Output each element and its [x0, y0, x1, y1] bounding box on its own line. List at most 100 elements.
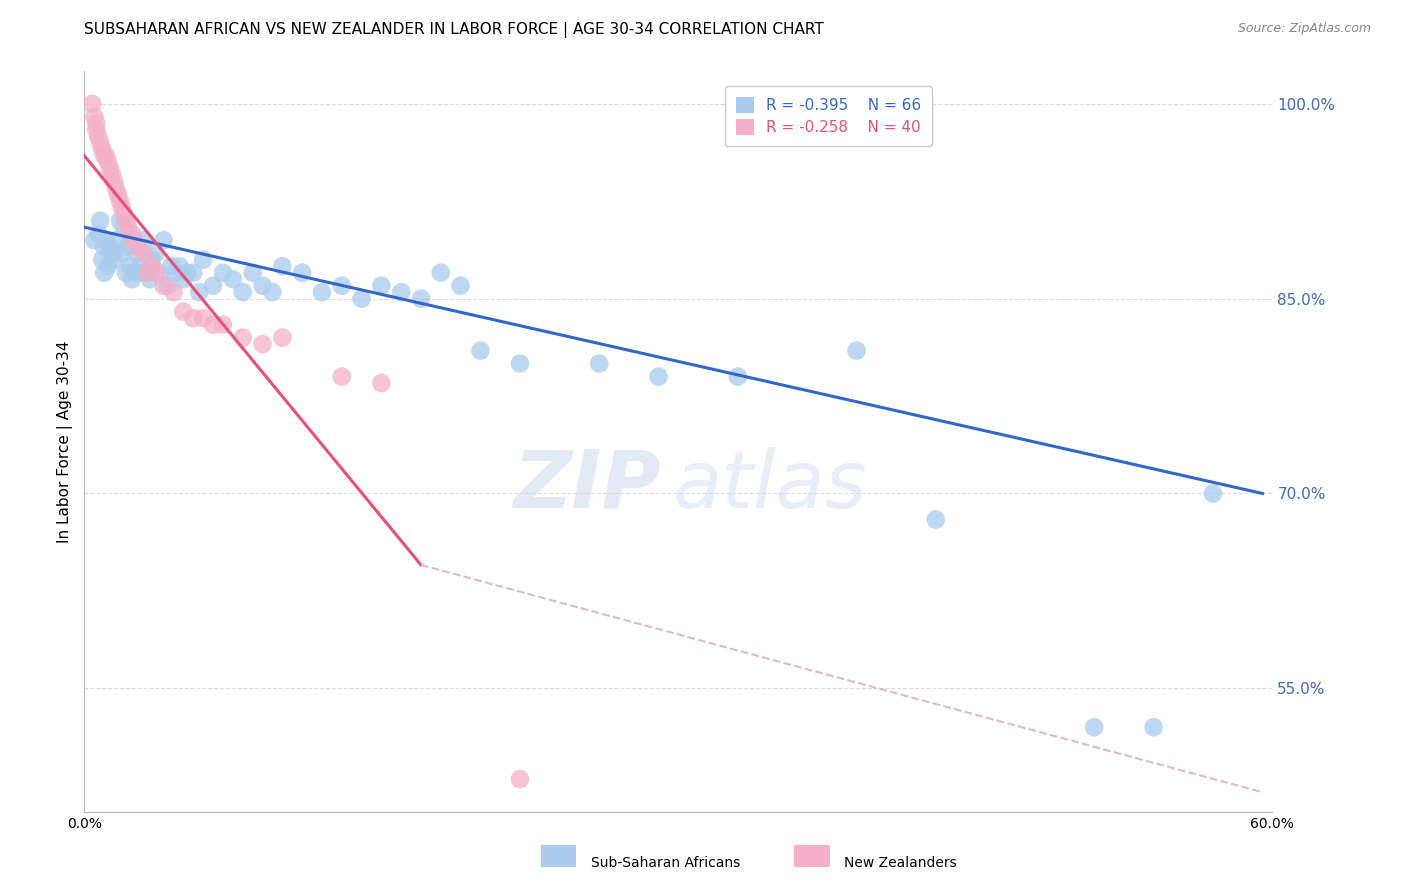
- Point: [232, 285, 254, 300]
- Point: [389, 285, 412, 300]
- Point: [101, 168, 124, 182]
- Point: [191, 311, 215, 326]
- Point: [222, 272, 245, 286]
- Point: [111, 246, 134, 260]
- Point: [132, 233, 155, 247]
- Point: [291, 266, 314, 280]
- Point: [111, 201, 134, 215]
- Point: [89, 136, 111, 150]
- Point: [101, 246, 124, 260]
- Point: [845, 343, 868, 358]
- Point: [108, 213, 131, 227]
- Point: [647, 369, 669, 384]
- Point: [202, 318, 225, 332]
- Point: [271, 259, 294, 273]
- Point: [94, 233, 117, 247]
- Point: [107, 187, 129, 202]
- Point: [122, 233, 145, 247]
- Point: [87, 227, 110, 241]
- Point: [470, 343, 492, 358]
- Point: [149, 266, 172, 280]
- Y-axis label: In Labor Force | Age 30-34: In Labor Force | Age 30-34: [58, 340, 73, 543]
- Point: [152, 233, 174, 247]
- Point: [588, 357, 610, 371]
- Point: [156, 278, 179, 293]
- Point: [83, 233, 105, 247]
- Point: [127, 246, 149, 260]
- Point: [141, 259, 163, 273]
- Point: [509, 772, 531, 787]
- Point: [252, 278, 274, 293]
- Point: [132, 246, 155, 260]
- Point: [202, 278, 225, 293]
- Point: [112, 220, 135, 235]
- Point: [212, 266, 235, 280]
- Point: [145, 266, 167, 280]
- Point: [242, 266, 264, 280]
- Point: [925, 512, 948, 526]
- Point: [152, 278, 174, 293]
- Legend: R = -0.395    N = 66, R = -0.258    N = 40: R = -0.395 N = 66, R = -0.258 N = 40: [725, 87, 932, 146]
- Point: [98, 161, 121, 176]
- Point: [430, 266, 453, 280]
- Point: [117, 220, 139, 235]
- Point: [370, 376, 392, 390]
- Text: atlas: atlas: [672, 447, 868, 525]
- Point: [105, 181, 128, 195]
- Point: [1143, 720, 1166, 734]
- Point: [82, 96, 104, 111]
- Point: [330, 369, 353, 384]
- Point: [136, 266, 159, 280]
- Point: [127, 240, 149, 254]
- Point: [103, 175, 125, 189]
- Point: [138, 272, 160, 286]
- Point: [83, 110, 105, 124]
- Point: [252, 337, 274, 351]
- Point: [162, 285, 184, 300]
- FancyBboxPatch shape: [541, 845, 576, 867]
- Point: [176, 266, 198, 280]
- Point: [450, 278, 472, 293]
- Point: [409, 292, 432, 306]
- Point: [311, 285, 333, 300]
- Point: [115, 213, 138, 227]
- Text: ZIP: ZIP: [513, 447, 661, 525]
- Point: [112, 207, 135, 221]
- Point: [103, 252, 125, 267]
- Point: [91, 142, 114, 156]
- Point: [141, 252, 163, 267]
- Point: [87, 129, 110, 144]
- Point: [262, 285, 284, 300]
- Point: [188, 285, 211, 300]
- Point: [191, 252, 215, 267]
- Point: [330, 278, 353, 293]
- Point: [128, 259, 150, 273]
- Point: [165, 266, 187, 280]
- Point: [121, 227, 143, 241]
- Point: [98, 240, 121, 254]
- Point: [117, 240, 139, 254]
- Point: [1083, 720, 1105, 734]
- Point: [169, 259, 191, 273]
- Point: [108, 194, 131, 209]
- Point: [727, 369, 749, 384]
- Point: [115, 266, 138, 280]
- Point: [181, 311, 204, 326]
- Point: [93, 266, 115, 280]
- Point: [121, 272, 143, 286]
- Text: Source: ZipAtlas.com: Source: ZipAtlas.com: [1237, 22, 1371, 36]
- Point: [172, 304, 194, 318]
- Point: [181, 266, 204, 280]
- Point: [89, 213, 111, 227]
- Point: [97, 155, 120, 169]
- Text: New Zealanders: New Zealanders: [844, 855, 956, 870]
- Point: [122, 233, 145, 247]
- Point: [1202, 486, 1225, 500]
- Point: [93, 149, 115, 163]
- Point: [350, 292, 373, 306]
- Point: [212, 318, 235, 332]
- Point: [172, 272, 194, 286]
- Point: [145, 246, 167, 260]
- Point: [105, 233, 128, 247]
- Point: [160, 259, 183, 273]
